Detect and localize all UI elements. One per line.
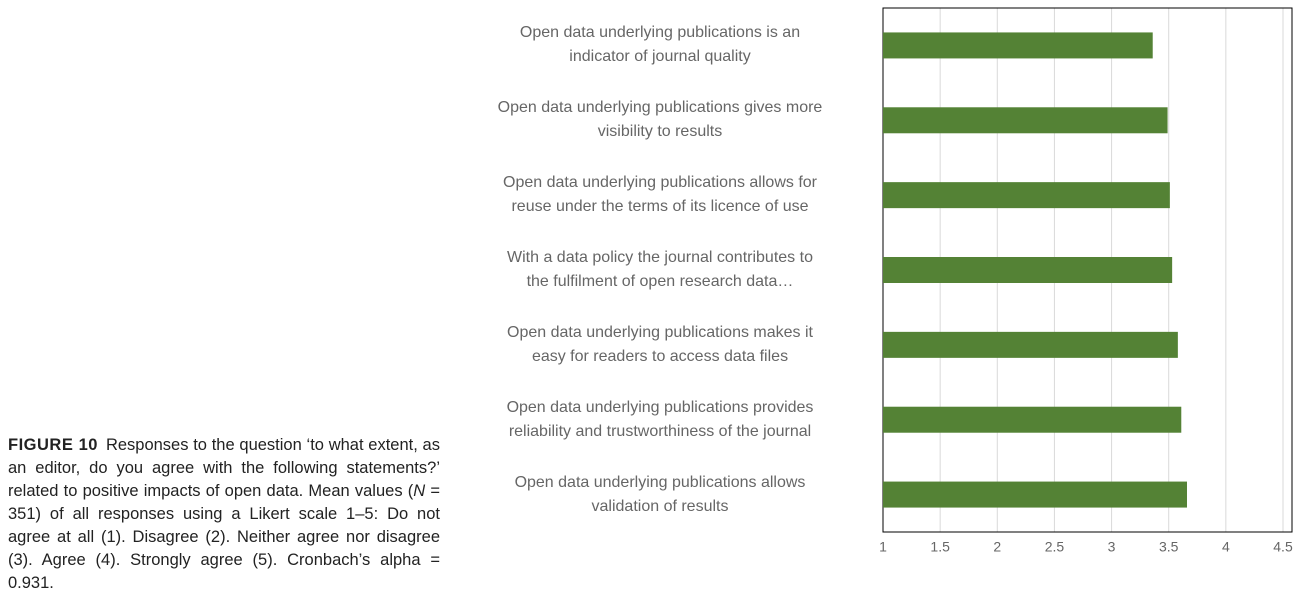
bar xyxy=(883,406,1182,433)
bar xyxy=(883,32,1153,59)
caption-label: FIGURE 10 xyxy=(8,436,98,454)
x-tick-label: 1.5 xyxy=(930,539,950,555)
chart: 1 1.5 2 2.5 3 3.5 4 4.5 xyxy=(879,7,1293,555)
y-tick-label: Open data underlying publications allows… xyxy=(514,473,806,515)
y-tick-label: Open data underlying publications makes … xyxy=(507,323,813,365)
caption-text: N xyxy=(413,482,426,500)
bar xyxy=(883,481,1187,508)
x-tick-label: 2 xyxy=(993,539,1001,555)
page: FIGURE 10 Responses to the question ‘to w… xyxy=(8,7,1293,592)
y-tick-label: Open data underlying publications is an … xyxy=(519,24,801,66)
y-tick-label: Open data underlying publications provid… xyxy=(506,398,814,440)
bar xyxy=(883,331,1178,358)
x-tick-label: 3 xyxy=(1108,539,1116,555)
caption-text: Responses to the question ‘to what exten… xyxy=(8,436,440,500)
x-tick-label: 4.5 xyxy=(1273,539,1293,555)
bar xyxy=(883,182,1170,209)
x-tick-label: 1 xyxy=(879,539,887,555)
y-tick-label: Open data underlying publications gives … xyxy=(497,99,823,141)
x-tick-label: 3.5 xyxy=(1159,539,1179,555)
x-tick-label: 2.5 xyxy=(1045,539,1065,555)
y-tick-label: Open data underlying publications allows… xyxy=(503,174,817,216)
bar xyxy=(883,257,1173,283)
x-tick-label: 4 xyxy=(1222,539,1230,555)
y-tick-label: With a data policy the journal contribut… xyxy=(507,249,813,290)
bar xyxy=(883,107,1168,134)
